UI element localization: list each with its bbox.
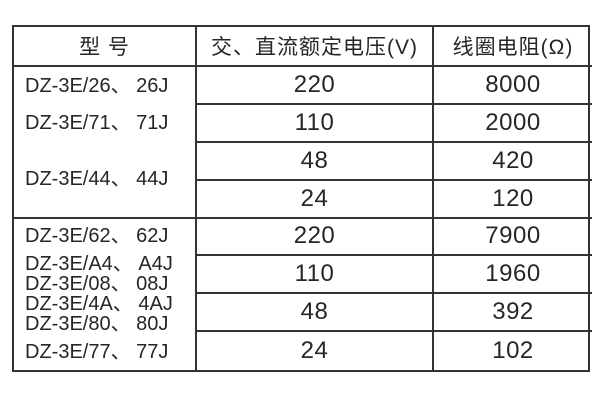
resistance-cell: 8000 bbox=[434, 67, 592, 105]
column-header-resistance: 线圈电阻(Ω) bbox=[434, 27, 592, 67]
model-line: DZ-3E/A4、 A4J DZ-3E/08、 08J bbox=[14, 254, 195, 294]
model-group-2: DZ-3E/62、 62J DZ-3E/A4、 A4J DZ-3E/08、 08… bbox=[14, 218, 197, 370]
voltage-cell: 48 bbox=[197, 142, 434, 181]
model-name: DZ-3E/44、 44J bbox=[25, 168, 169, 191]
model-name: DZ-3E/62、 62J bbox=[25, 225, 169, 248]
model-line: DZ-3E/44、 44J bbox=[14, 142, 195, 217]
voltage-cell: 110 bbox=[197, 104, 434, 143]
voltage-cell: 24 bbox=[197, 332, 434, 370]
resistance-cell: 392 bbox=[434, 294, 592, 333]
resistance-cell: 1960 bbox=[434, 256, 592, 295]
model-name: DZ-3E/80、 80J bbox=[25, 313, 169, 336]
model-line: DZ-3E/26、 26J bbox=[14, 67, 195, 104]
model-line: DZ-3E/71、 71J bbox=[14, 104, 195, 141]
voltage-cell: 110 bbox=[197, 256, 434, 295]
resistance-cell: 2000 bbox=[434, 105, 592, 143]
voltage-cell: 24 bbox=[197, 180, 434, 219]
resistance-cell: 120 bbox=[434, 181, 592, 219]
column-header-model: 型 号 bbox=[14, 27, 197, 67]
voltage-cell: 48 bbox=[197, 294, 434, 333]
resistance-cell: 420 bbox=[434, 143, 592, 181]
model-line: DZ-3E/77、 77J bbox=[14, 334, 195, 370]
resistance-cell: 7900 bbox=[434, 219, 592, 257]
model-name: DZ-3E/08、 08J bbox=[25, 273, 169, 296]
relay-spec-table: 型 号 交、直流额定电压(V) 线圈电阻(Ω) DZ-3E/26、 26J DZ… bbox=[12, 25, 592, 372]
model-name: DZ-3E/26、 26J bbox=[25, 74, 169, 97]
resistance-cell: 102 bbox=[492, 337, 534, 365]
voltage-cell: 220 bbox=[197, 67, 434, 105]
model-group-1: DZ-3E/26、 26J DZ-3E/71、 71J DZ-3E/44、 44… bbox=[14, 67, 197, 219]
model-name: DZ-3E/71、 71J bbox=[25, 112, 169, 135]
model-name: DZ-3E/A4、 A4J bbox=[25, 253, 173, 276]
model-name: DZ-3E/77、 77J bbox=[25, 341, 169, 364]
model-line: DZ-3E/62、 62J bbox=[14, 219, 195, 255]
voltage-cell: 220 bbox=[197, 218, 434, 257]
column-header-voltage: 交、直流额定电压(V) bbox=[197, 27, 434, 67]
model-line: DZ-3E/4A、 4AJ DZ-3E/80、 80J bbox=[14, 294, 195, 334]
model-name: DZ-3E/4A、 4AJ bbox=[25, 293, 173, 316]
